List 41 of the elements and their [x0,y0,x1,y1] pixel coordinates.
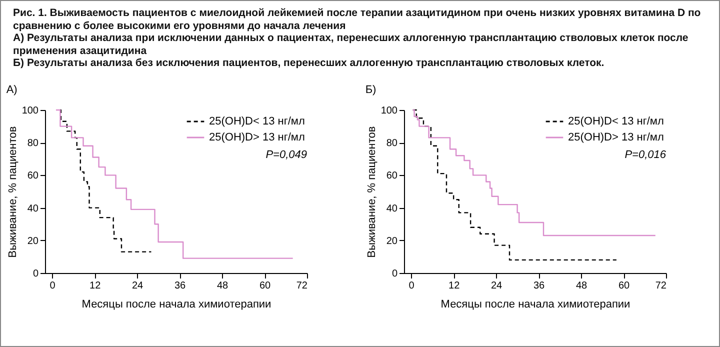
x-tick-label: 36 [533,280,546,292]
y-axis-title: Выживание, % пациентов [6,126,19,258]
x-tick-label: 0 [408,280,415,292]
y-tick-label: 0 [392,268,398,280]
x-tick-label: 72 [655,280,667,292]
chart-title: А) [6,84,18,96]
x-tick-label: 48 [216,280,229,292]
text: Рис. 1. Выживаемость пациентов с миелоидной лейкемией после терапии азацитидином при очень низких уровнях витамина D по сравнению с более высокими его уровнями до начала лечения [13,7,702,32]
legend-label: 25(OH)D> 13 нг/мл [209,132,305,144]
text: А) Результаты анализа при исключении данных о пациентах, перенесших аллогенную трансплантацию стволовых клеток после применения азацитидина [13,32,690,57]
y-tick-label: 100 [22,106,39,116]
x-tick-label: 12 [448,280,460,292]
x-tick-label: 24 [132,280,144,292]
chart-title: Б) [365,84,376,96]
y-tick-label: 20 [27,236,39,247]
annotation: P=0,016 [624,149,667,161]
text: Б) Результаты анализа без исключения пациентов, перенесших аллогенную трансплантацию стволовых клеток. [13,57,606,70]
x-tick-label: 72 [296,280,308,292]
annotation: P=0,049 [266,149,307,161]
legend-label: 25(OH)D< 13 нг/мл [209,116,305,128]
y-tick-label: 40 [27,203,39,214]
y-tick-label: 60 [386,170,398,182]
y-tick-label: 80 [386,138,398,150]
x-tick-label: 48 [576,280,588,292]
y-tick-label: 100 [380,106,398,116]
x-axis-title: Месяцы после начала химиотерапии [440,298,630,310]
y-tick-label: 60 [27,170,39,182]
y-tick-label: 20 [386,236,398,247]
y-tick-label: 0 [32,268,39,280]
y-axis-title: Выживание, % пациентов [366,126,378,258]
x-tick-label: 0 [50,280,56,292]
legend-label: 25(OH)D> 13 нг/мл [568,132,664,144]
x-tick-label: 60 [259,280,272,292]
x-tick-label: 36 [174,280,186,292]
legend-label: 25(OH)D< 13 нг/мл [568,116,664,128]
x-tick-label: 60 [618,280,630,292]
y-tick-label: 40 [386,203,398,214]
x-axis-title: Месяцы после начала химиотерапии [82,298,272,310]
y-tick-label: 80 [27,138,39,150]
x-tick-label: 12 [90,280,102,292]
x-tick-label: 24 [490,280,503,292]
